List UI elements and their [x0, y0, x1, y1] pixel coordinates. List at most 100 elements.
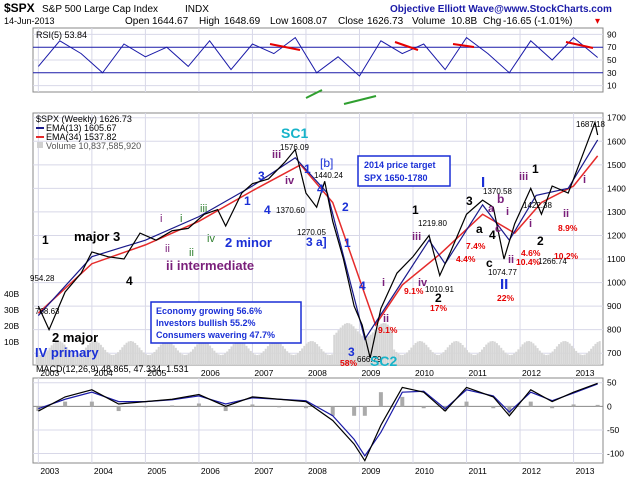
volume-bar — [459, 342, 462, 365]
macd-histogram-bar — [352, 406, 357, 416]
wave-a-purple: a — [488, 203, 495, 215]
chg-down-icon: ▾ — [595, 16, 600, 27]
volume-bar — [191, 349, 194, 365]
price-line — [37, 120, 599, 359]
volume-bar — [132, 341, 135, 365]
x-tick-label-bottom: 2009 — [361, 466, 380, 476]
volume-bar — [468, 352, 471, 365]
volume-bar — [185, 354, 188, 365]
volume-bar — [275, 341, 278, 365]
volume-bar — [519, 346, 522, 365]
volume-bar — [194, 346, 197, 365]
volume-bar — [262, 351, 265, 365]
volume-bar — [129, 341, 132, 365]
volume-bar — [204, 341, 207, 365]
wave-ii-2005: ii — [165, 243, 170, 255]
volume-bar — [333, 334, 336, 365]
pct-58: 58% — [340, 358, 357, 368]
volume-bar — [254, 354, 257, 365]
price-y-tick: 1500 — [607, 160, 626, 170]
wave-iv-primary: IV primary — [35, 345, 99, 360]
volume-bar — [292, 354, 295, 365]
close-value: 1626.73 — [367, 16, 404, 27]
volume-bar — [147, 354, 149, 365]
volume-bar — [247, 348, 250, 365]
volume-bar — [59, 341, 62, 365]
volume-bar — [119, 349, 122, 365]
wave-iv-green: iv — [207, 233, 215, 245]
volume-bar — [46, 350, 49, 365]
target-box-frame — [357, 155, 451, 187]
volume-bar — [144, 354, 147, 365]
wave-iii-green: iii — [200, 203, 207, 215]
index-name: S&P 500 Large Cap Index — [42, 4, 158, 15]
macd-y-tick: 0 — [607, 401, 612, 411]
wave-1-2012: 1 — [532, 162, 539, 176]
volume-bar — [84, 347, 87, 365]
x-tick-label-mid: 2013 — [576, 368, 595, 378]
macd-histogram-bar — [464, 401, 469, 407]
volume-bar — [63, 344, 66, 365]
volume-bar — [142, 352, 145, 365]
volume-bar — [489, 341, 492, 365]
wave-iv-2007: iv — [285, 175, 295, 187]
volume-bar — [234, 342, 237, 365]
volume-bar — [117, 352, 120, 365]
rsi-divergence-lines — [269, 41, 594, 105]
volume-bar — [592, 346, 595, 365]
volume-bar — [376, 327, 379, 365]
x-tick-label-bottom: 2006 — [201, 466, 220, 476]
wave-4-2011: 4 — [489, 228, 496, 242]
price-y-tick: 900 — [607, 301, 621, 311]
volume-bar — [42, 354, 45, 365]
series-layer — [36, 36, 600, 462]
volume-bar — [436, 354, 439, 365]
volume-y-tick: 40B — [4, 289, 19, 299]
volume-bar — [510, 354, 513, 365]
volume-bar — [540, 352, 543, 365]
macd-histogram-bar — [400, 396, 405, 407]
legend-price: $SPX (Weekly) 1626.73 — [36, 114, 132, 124]
price-label-954: 954.28 — [30, 274, 55, 283]
volume-bar — [575, 350, 578, 365]
volume-bar — [391, 328, 394, 365]
wave-iii-2007: iii — [272, 149, 281, 161]
price-label-1266: 1266.74 — [538, 257, 567, 266]
x-tick-label-mid: 2012 — [522, 368, 541, 378]
wave-i-2012b: i — [529, 218, 532, 230]
pct-17: 17% — [430, 303, 447, 313]
wave-1-2010: 1 — [412, 203, 419, 217]
volume-bar — [483, 347, 486, 365]
x-tick-label-mid: 2008 — [308, 368, 327, 378]
rsi-div-red-4 — [565, 41, 594, 49]
pct-22: 22% — [497, 293, 514, 303]
wave-i-2011: i — [506, 206, 509, 218]
wave-1-2008: 1 — [304, 162, 311, 176]
price-label-1576: 1576.09 — [280, 143, 309, 152]
economy-line-1: Economy growing 56.6% — [156, 306, 262, 316]
wave-b-2011: b — [497, 192, 504, 206]
volume-bar — [543, 354, 546, 365]
price-y-tick: 1100 — [607, 254, 626, 264]
wave-3-2011: 3 — [466, 194, 473, 208]
volume-bar — [176, 350, 179, 365]
wave-3-low: 3 — [348, 345, 355, 359]
price-label-1370b: 1370.58 — [483, 187, 512, 196]
volume-bar — [294, 354, 297, 365]
volume-bar — [358, 333, 361, 365]
volume-bar — [299, 350, 301, 365]
volume-bar — [581, 354, 584, 365]
volume-bar — [121, 347, 124, 365]
volume-bar — [303, 345, 306, 365]
volume-bar — [44, 352, 47, 365]
volume-bar — [369, 334, 372, 365]
volume-bar — [174, 347, 177, 365]
volume-bar — [324, 353, 327, 365]
volume-bar — [288, 353, 291, 365]
volume-bar — [89, 342, 92, 365]
wave-4-2004: 4 — [126, 274, 133, 288]
macd-histogram-bar — [116, 406, 121, 412]
rsi-label: RSI(5) 53.84 — [36, 30, 87, 40]
legend-volume: Volume 10,837,585,920 — [46, 141, 141, 151]
